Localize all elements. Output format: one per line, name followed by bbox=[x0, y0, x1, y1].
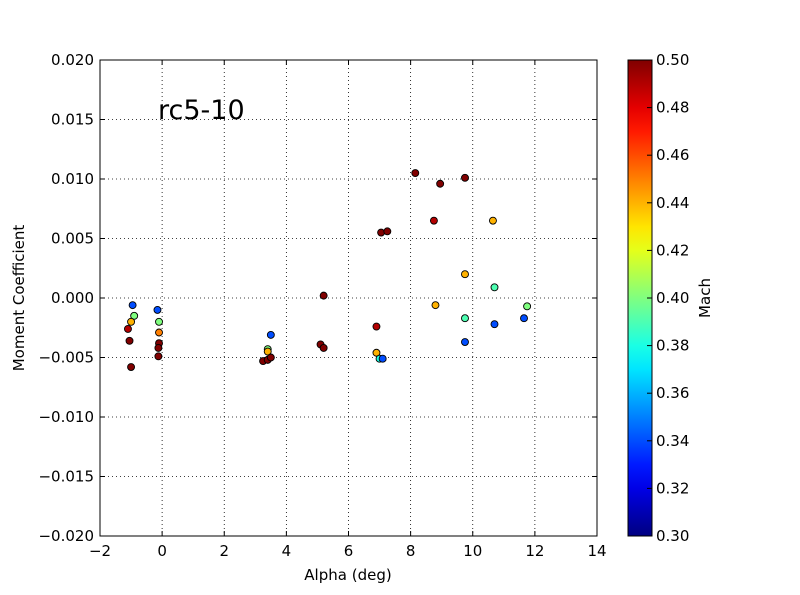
data-point bbox=[127, 363, 136, 371]
data-point bbox=[155, 317, 163, 326]
x-tick-label: 4 bbox=[282, 542, 292, 560]
data-point bbox=[461, 270, 469, 279]
y-tick-label: 0.015 bbox=[51, 111, 94, 129]
x-tick-label: 10 bbox=[463, 542, 482, 560]
colorbar-tick-label: 0.40 bbox=[656, 289, 689, 307]
data-point bbox=[490, 283, 499, 292]
data-points bbox=[124, 169, 532, 371]
data-point bbox=[319, 344, 328, 352]
data-point bbox=[124, 324, 132, 333]
x-tick-label: 6 bbox=[344, 542, 354, 560]
x-tick-label: 0 bbox=[157, 542, 167, 560]
data-point bbox=[372, 348, 381, 357]
x-tick-label: 8 bbox=[406, 542, 416, 560]
x-axis-ticks: −2 0 2 4 6 8 10 12 14 bbox=[89, 60, 607, 560]
colorbar-tick-label: 0.44 bbox=[656, 194, 689, 212]
data-point bbox=[128, 301, 137, 310]
chart-title: rc5-10 bbox=[158, 95, 245, 126]
colorbar-tick-label: 0.30 bbox=[656, 527, 689, 545]
data-point bbox=[461, 338, 469, 346]
x-tick-label: 14 bbox=[587, 542, 606, 560]
y-tick-label: −0.010 bbox=[38, 408, 94, 426]
y-tick-label: 0.005 bbox=[51, 230, 94, 248]
y-axis-ticks: −0.020 −0.015 −0.010 −0.005 0.000 0.005 0.010 0… bbox=[38, 51, 597, 545]
y-tick-label: −0.015 bbox=[38, 468, 94, 486]
y-tick-label: 0.010 bbox=[51, 170, 94, 188]
data-point bbox=[383, 227, 392, 236]
colorbar-tick-label: 0.48 bbox=[656, 99, 689, 117]
data-point bbox=[431, 301, 440, 310]
colorbar-tick-label: 0.36 bbox=[656, 384, 689, 402]
colorbar-tick-label: 0.38 bbox=[656, 337, 689, 355]
data-point bbox=[488, 216, 497, 225]
y-axis-label: Moment Coefficient bbox=[10, 225, 28, 372]
colorbar-tick-label: 0.50 bbox=[656, 51, 689, 69]
data-point bbox=[372, 322, 381, 331]
data-point bbox=[130, 311, 139, 320]
y-tick-label: −0.020 bbox=[38, 527, 94, 545]
data-point bbox=[461, 314, 469, 323]
data-point bbox=[436, 179, 445, 188]
data-point bbox=[523, 302, 532, 311]
data-point bbox=[266, 353, 275, 362]
y-tick-label: 0.020 bbox=[51, 51, 94, 69]
colorbar-label: Mach bbox=[696, 278, 714, 318]
data-point bbox=[378, 354, 387, 363]
colorbar-ticks: 0.30 0.32 0.34 0.36 0.38 0.40 0.42 0.44 0.46 0.48… bbox=[647, 51, 689, 545]
data-point bbox=[125, 336, 134, 345]
data-point bbox=[154, 352, 163, 361]
colorbar-tick-label: 0.32 bbox=[656, 479, 689, 497]
data-point bbox=[154, 344, 163, 352]
data-point bbox=[411, 169, 420, 178]
data-point bbox=[429, 216, 438, 225]
x-tick-label: −2 bbox=[89, 542, 111, 560]
x-tick-label: 12 bbox=[525, 542, 544, 560]
y-tick-label: 0.000 bbox=[51, 289, 94, 307]
grid-lines bbox=[100, 60, 597, 536]
x-axis-label: Alpha (deg) bbox=[304, 566, 391, 584]
data-point bbox=[155, 328, 163, 337]
colorbar-tick-label: 0.42 bbox=[656, 241, 689, 259]
data-point bbox=[266, 330, 275, 339]
data-point bbox=[263, 347, 272, 356]
data-point bbox=[520, 314, 528, 323]
colorbar-tick-label: 0.46 bbox=[656, 146, 689, 164]
y-tick-label: −0.005 bbox=[38, 349, 94, 367]
data-point bbox=[127, 317, 136, 326]
x-tick-label: 2 bbox=[219, 542, 229, 560]
data-point bbox=[490, 320, 499, 329]
data-point bbox=[461, 173, 469, 182]
colorbar-tick-label: 0.34 bbox=[656, 432, 689, 450]
data-point bbox=[153, 305, 162, 314]
data-point bbox=[319, 291, 328, 300]
